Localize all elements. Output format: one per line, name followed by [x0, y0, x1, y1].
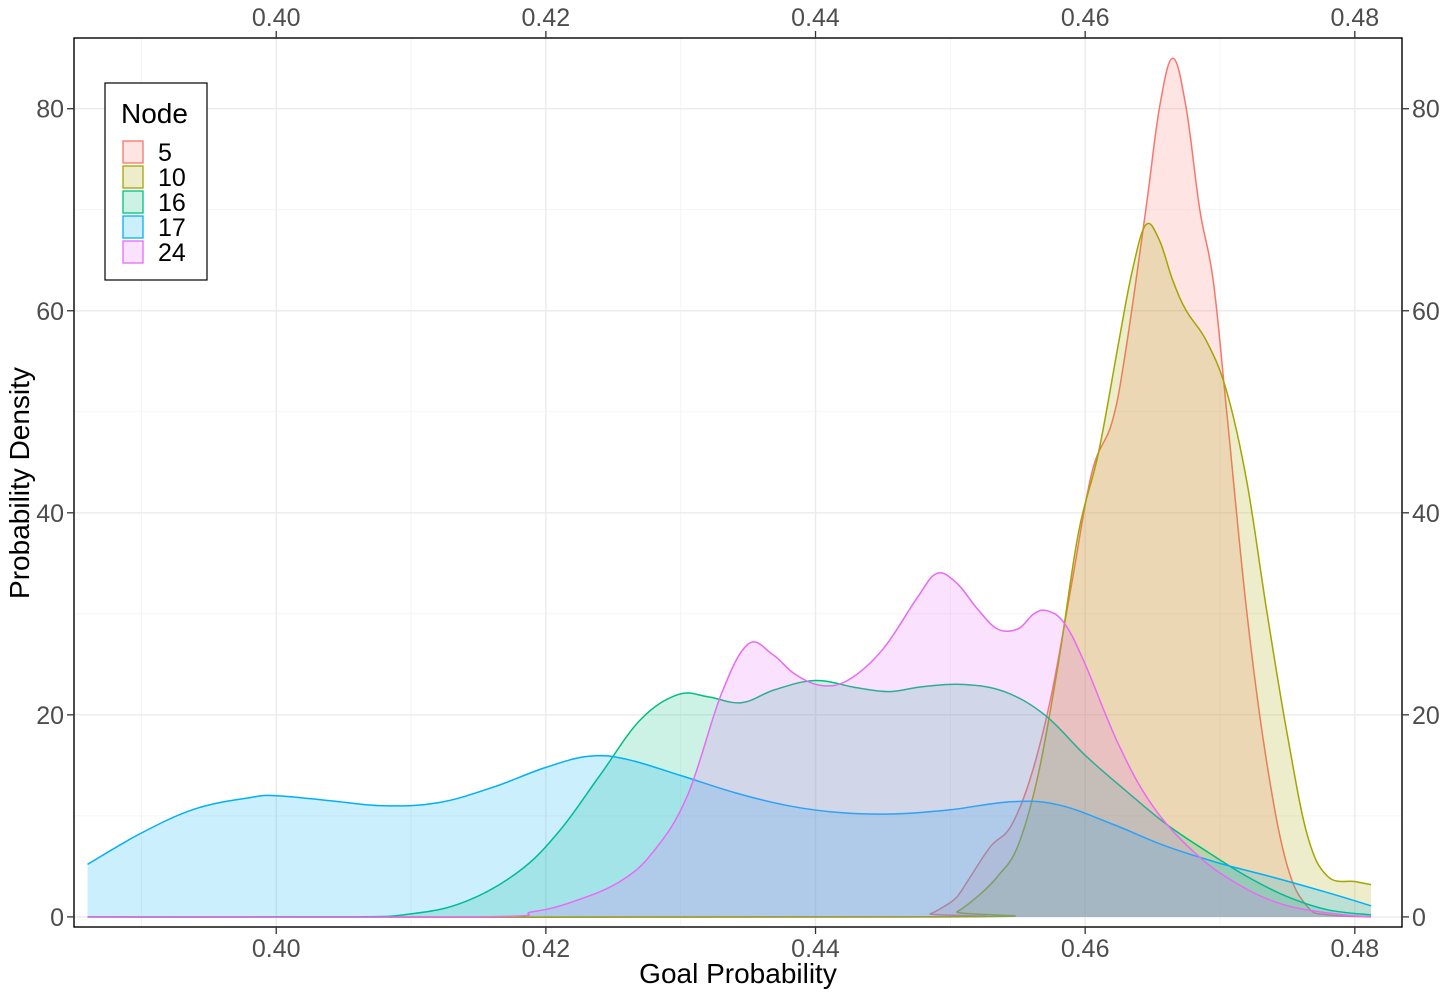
x-tick-label-top: 0.40 [252, 4, 301, 32]
y-tick-label-right: 20 [1412, 702, 1440, 730]
y-tick-label-right: 80 [1412, 96, 1440, 124]
density-area-17 [87, 755, 1371, 917]
x-axis-title: Goal Probability [639, 958, 837, 989]
x-tick-label-bottom: 0.48 [1330, 935, 1379, 963]
density-line-16 [87, 679, 1372, 918]
legend-label-24: 24 [158, 239, 186, 267]
x-tick-label-bottom: 0.44 [791, 935, 840, 963]
legend-box [104, 82, 208, 281]
y-axis-title: Probability Density [4, 367, 35, 599]
legend-key-24 [122, 240, 144, 264]
density-area-16 [87, 680, 1371, 918]
density-area-24 [87, 572, 1371, 918]
x-tick-label-bottom: 0.46 [1061, 935, 1110, 963]
density-line-10 [87, 222, 1372, 919]
density-area-10 [87, 223, 1371, 918]
legend-label-16: 16 [158, 189, 186, 217]
y-tick-label-right: 0 [1412, 904, 1426, 932]
legend-key-17 [122, 215, 144, 239]
x-tick-label-top: 0.46 [1061, 4, 1110, 32]
legend-label-5: 5 [158, 139, 172, 167]
y-tick-label-left: 60 [36, 298, 64, 326]
legend-key-16 [122, 190, 144, 214]
legend-key-5 [122, 140, 144, 164]
legend-key-10 [122, 165, 144, 189]
x-tick-label-top: 0.44 [791, 4, 840, 32]
y-tick-label-left: 0 [50, 904, 64, 932]
legend-title: Node [121, 98, 188, 129]
axes: 0.40 0.40 0.42 0.42 0.44 0.44 0.46 0.46 0.48 0.48… [36, 4, 1440, 963]
plot-background [74, 38, 1402, 927]
x-tick-label-bottom: 0.40 [252, 935, 301, 963]
y-tick-label-left: 20 [36, 702, 64, 730]
density-line-24 [87, 572, 1372, 919]
y-tick-label-right: 40 [1412, 500, 1440, 528]
x-tick-label-top: 0.42 [522, 4, 571, 32]
density-line-17 [87, 754, 1372, 907]
legend-label-10: 10 [158, 164, 186, 192]
y-tick-label-right: 60 [1412, 298, 1440, 326]
density-line-5 [87, 57, 1372, 918]
x-tick-label-top: 0.48 [1330, 4, 1379, 32]
y-tick-label-left: 80 [36, 96, 64, 124]
density-areas [87, 57, 1372, 919]
legend-label-17: 17 [158, 214, 186, 242]
x-tick-label-bottom: 0.42 [522, 935, 571, 963]
plot-border [73, 37, 1403, 928]
y-tick-label-left: 40 [36, 500, 64, 528]
